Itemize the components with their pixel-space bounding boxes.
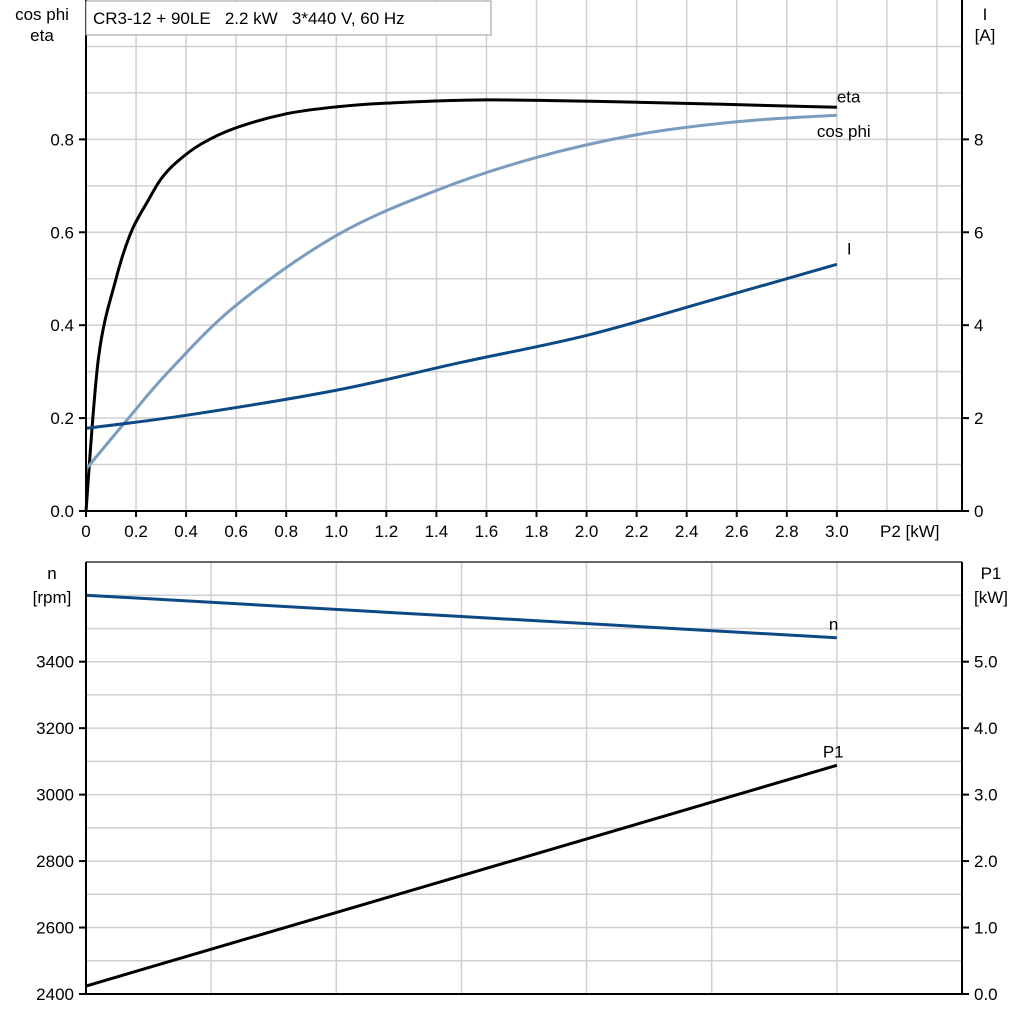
x-tick-label: 1.0 bbox=[324, 522, 348, 541]
y-tick-label-left: 0.2 bbox=[50, 409, 74, 428]
y-tick-label-right: 4.0 bbox=[974, 719, 998, 738]
title-box bbox=[85, 0, 492, 36]
y-tick-label-left: 0.4 bbox=[50, 316, 74, 335]
bottom-right-ylabel-1: P1 bbox=[981, 564, 1002, 583]
y-tick-label-right: 6 bbox=[974, 223, 983, 242]
y-tick-label-right: 3.0 bbox=[974, 786, 998, 805]
y-tick-label-right: 0.0 bbox=[974, 985, 998, 1004]
y-tick-label-right: 8 bbox=[974, 130, 983, 149]
x-tick-label: 1.8 bbox=[525, 522, 549, 541]
y-tick-label-left: 3400 bbox=[36, 653, 74, 672]
y-tick-label-left: 2600 bbox=[36, 919, 74, 938]
y-tick-label-left: 0.8 bbox=[50, 130, 74, 149]
x-tick-label: 0 bbox=[81, 522, 90, 541]
chart-title: CR3-12 + 90LE 2.2 kW 3*440 V, 60 Hz bbox=[93, 9, 405, 28]
y-tick-label-left: 2400 bbox=[36, 985, 74, 1004]
y-tick-label-right: 0 bbox=[974, 502, 983, 521]
x-tick-label: 2.6 bbox=[725, 522, 749, 541]
x-tick-label: 1.2 bbox=[375, 522, 399, 541]
x-tick-label: 0.8 bbox=[274, 522, 298, 541]
bottom-right-ylabel-2: [kW] bbox=[974, 588, 1008, 607]
series-label-P1: P1 bbox=[823, 742, 844, 761]
top-left-ylabel-1: cos phi bbox=[15, 5, 69, 24]
y-tick-label-right: 2.0 bbox=[974, 852, 998, 871]
bottom-left-ylabel-2: [rpm] bbox=[33, 588, 72, 607]
top-right-ylabel-2: [A] bbox=[975, 26, 996, 45]
x-tick-label: 3.0 bbox=[825, 522, 849, 541]
series-cos-phi-line bbox=[84, 113, 837, 471]
y-tick-label-right: 1.0 bbox=[974, 919, 998, 938]
top-grid bbox=[86, 0, 962, 511]
top-left-ylabel-2: eta bbox=[30, 26, 54, 45]
top-right-ylabel-1: I bbox=[983, 5, 988, 24]
series-layer: eta cos phi In P1 bbox=[84, 87, 871, 988]
series-P1-line bbox=[85, 763, 838, 988]
x-tick-label: 2.8 bbox=[775, 522, 799, 541]
x-tick-label: 0.6 bbox=[224, 522, 248, 541]
y-tick-label-left: 3200 bbox=[36, 719, 74, 738]
x-tick-label: 2.4 bbox=[675, 522, 699, 541]
x-tick-label: 1.6 bbox=[475, 522, 499, 541]
series-label-I: I bbox=[847, 239, 852, 258]
y-tick-label-right: 4 bbox=[974, 316, 983, 335]
x-tick-label: 0.2 bbox=[124, 522, 148, 541]
y-tick-label-left: 0.6 bbox=[50, 223, 74, 242]
x-tick-label: 2.2 bbox=[625, 522, 649, 541]
y-tick-label-right: 2 bbox=[974, 409, 983, 428]
series-label-n: n bbox=[829, 615, 838, 634]
y-tick-label-left: 2800 bbox=[36, 852, 74, 871]
bottom-grid bbox=[86, 561, 963, 994]
series-I-line bbox=[85, 262, 838, 430]
y-tick-label-left: 3000 bbox=[36, 786, 74, 805]
bottom-left-ylabel-1: n bbox=[47, 564, 56, 583]
y-tick-label-right: 5.0 bbox=[974, 653, 998, 672]
x-tick-label: 1.4 bbox=[425, 522, 449, 541]
series-label-cos-phi: cos phi bbox=[817, 122, 871, 141]
x-tick-label: 0.4 bbox=[174, 522, 198, 541]
x-axis-label: P2 [kW] bbox=[880, 522, 940, 541]
series-label-eta: eta bbox=[837, 87, 861, 106]
axes-layer: 0.0 0.2 0.4 0.6 0.8 0 2 4 6 8 0 0.2 0.4 0.6 0.8 1.0 1.2 1… bbox=[36, 0, 998, 1004]
series-eta-line bbox=[84, 98, 837, 512]
x-tick-label: 2.0 bbox=[575, 522, 599, 541]
series-n-line bbox=[85, 593, 837, 640]
y-tick-label-left: 0.0 bbox=[50, 502, 74, 521]
